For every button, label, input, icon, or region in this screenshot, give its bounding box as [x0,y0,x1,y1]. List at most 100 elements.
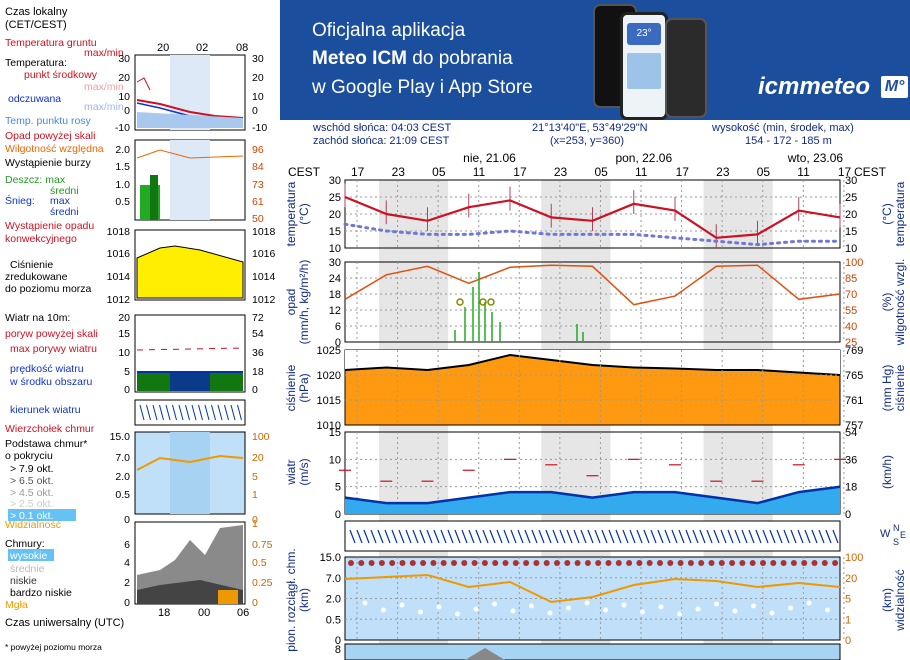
wind-arrow [783,529,790,544]
cloud-top-dot [409,560,416,566]
wind-arrow [552,529,559,544]
cloud-top-dot [368,560,375,566]
legend-okt-01: > 0.1 okt. [10,510,54,522]
wind-arrow [587,529,594,544]
tick: 0 [252,384,258,396]
tick: 1014 [107,271,131,283]
wind-arrow [811,529,818,544]
wind-arrow [664,529,671,544]
legend-utc: Czas uniwersalny (UTC) [5,617,124,629]
wind-arrow [461,529,468,544]
tick: 30 [252,53,264,65]
tick: 15.0 [110,431,131,443]
cloud-top-dot [626,560,633,566]
legend-wind-5: w środku obszaru [9,376,92,388]
temp-line [344,195,841,239]
tick: 10 [118,91,130,103]
legend-storm: Wystąpienie burzy [5,157,91,169]
wind-arrow [594,529,601,544]
hour-tick: 23 [554,165,568,179]
wind-arrow [517,529,524,544]
wind-arrow [377,529,384,544]
cloud-top-dot [605,560,612,566]
wind-arrow [657,529,664,544]
wind-arrow [769,529,776,544]
cloud-base-dot [399,602,405,608]
tick: 1 [252,518,258,530]
legend-wind-4: prędkość wiatru [10,363,84,375]
storm-marker [479,298,487,306]
cloud-top-dot [461,560,468,566]
y-tick: 25 [845,192,857,204]
wind-arrow [447,529,454,544]
y-tick: 1 [845,614,851,626]
cloud-base-dot [658,604,664,610]
cloud-top-dot [430,560,437,566]
cloud-top-dot [554,560,560,566]
cloud-top-dot [399,560,406,566]
legend-tz-1: Czas lokalny [5,6,68,18]
y-tick: 100 [845,552,863,564]
legend-temp-ticks-r: 30 20 10 0 -10 [252,53,267,134]
legend-pressure-1: Ciśnienie [10,259,53,271]
cloud-base-dot [492,601,497,607]
y-tick: 18 [845,482,857,494]
cloud-base-dot [381,607,386,613]
y-tick: 10 [329,243,341,255]
tick: 18 [252,366,264,378]
y-tick: 12 [329,305,341,317]
legend-time-20: 20 [157,42,169,54]
tick: 1016 [107,248,131,260]
tick: 0 [124,105,130,117]
wind-arrow [790,529,797,544]
tick: 0 [252,597,258,609]
cloud-top-dot [440,560,447,566]
wind-arrow [776,529,783,544]
cloud-top-dot [780,560,787,566]
cloud-top-dot [389,560,396,566]
y-tick: 0 [335,337,341,349]
wind-line [344,485,841,505]
pressure-axis-label-r: ciśnienie [893,364,907,411]
hour-tick: 05 [432,165,446,179]
cloud-top-dot [811,560,818,566]
tick: 0 [252,105,258,117]
y-tick: 20 [845,573,857,585]
panel-frame [344,520,841,552]
wind-arrow [412,529,419,544]
tick: 30 [118,53,130,65]
wind-arrow [405,529,412,544]
wind-arrow [573,529,580,544]
cloud-top-dot [543,560,550,566]
wind-arrow [139,404,145,421]
y-tick: 761 [845,395,863,407]
cloud-top-dot [646,560,653,566]
wind-arrow [426,529,433,544]
legend-snow: Śnieg: [5,194,35,207]
compass-e: E [900,530,906,540]
day-label: wto, 23.06 [787,151,844,165]
legend-temp-maxmin: max/min [84,81,124,93]
cloud-top-dot [760,560,766,566]
cloud-base-dot [529,603,534,609]
legend-time-02: 02 [196,42,208,54]
y-tick: 70 [845,289,857,301]
legend-apparent-maxmin: max/min [84,101,124,113]
wind-arrow [825,529,832,544]
tick: 0.75 [252,539,273,551]
legend-okt-01-bg [8,509,76,521]
legend-wind-ticks-r: 72 54 36 18 0 [252,312,264,396]
cloud-base-dot [362,600,368,606]
wind-arrow [433,529,440,544]
wind-arrow [230,404,236,421]
elevation-label: wysokość (min, środek, max) [712,122,854,134]
hour-tick: 11 [473,165,486,179]
app-banner[interactable]: Oficjalna aplikacja Meteo ICM do pobrani… [280,0,910,120]
panel-clouds: 8 [335,643,841,660]
legend-clouds-ticks-r: 1 0.75 0.5 0.25 0 [252,518,273,609]
tick: 20 [252,452,264,464]
wind-arrow [419,529,426,544]
y-tick: 15.0 [320,552,341,564]
wind-arrow [797,529,804,544]
